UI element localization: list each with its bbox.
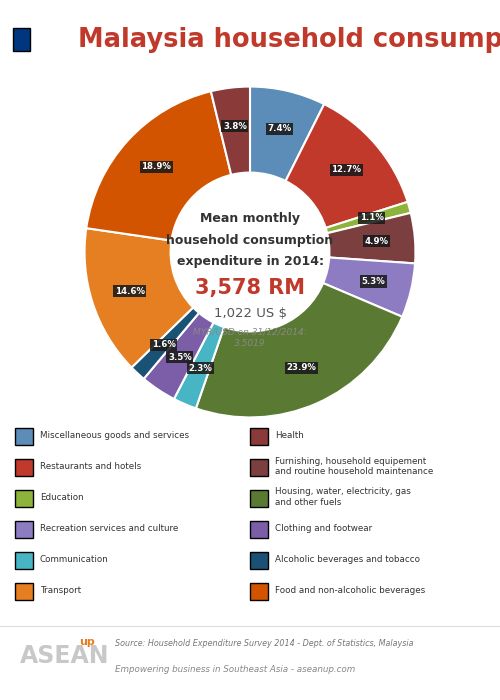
Text: 3.8%: 3.8% [223,122,247,131]
Text: Source: Household Expenditure Survey 2014 - Dept. of Statistics, Malaysia: Source: Household Expenditure Survey 201… [115,639,414,648]
Text: 12.7%: 12.7% [331,165,361,174]
Text: 3.5%: 3.5% [168,353,192,362]
Text: 3,578 RM: 3,578 RM [195,279,305,298]
Text: Restaurants and hotels: Restaurants and hotels [40,462,141,470]
Wedge shape [286,104,408,228]
FancyBboxPatch shape [250,428,268,444]
Text: 2.3%: 2.3% [188,364,212,373]
Bar [12,36,55,40]
Text: 5.3%: 5.3% [361,277,385,286]
FancyBboxPatch shape [250,552,268,568]
Text: expenditure in 2014:: expenditure in 2014: [176,256,324,268]
Text: 1,022 US $: 1,022 US $ [214,307,286,320]
FancyBboxPatch shape [250,521,268,538]
Wedge shape [144,313,214,399]
FancyBboxPatch shape [12,28,30,51]
Text: 18.9%: 18.9% [142,162,172,172]
Text: 14.6%: 14.6% [114,286,144,295]
Text: Empowering business in Southeast Asia - aseanup.com: Empowering business in Southeast Asia - … [115,665,355,674]
Text: 1.1%: 1.1% [360,214,384,223]
Text: Health: Health [275,430,304,440]
Wedge shape [211,87,250,175]
Wedge shape [326,202,411,233]
Text: MYR/USD on 31/12/2014:
3.5019: MYR/USD on 31/12/2014: 3.5019 [193,328,307,349]
Wedge shape [196,283,402,417]
Text: 1.6%: 1.6% [152,340,176,349]
Wedge shape [84,228,193,368]
Wedge shape [327,213,416,263]
Text: 4.9%: 4.9% [364,237,388,246]
Text: Housing, water, electricity, gas
and other fuels: Housing, water, electricity, gas and oth… [275,487,411,507]
Text: Furnishing, household equipement
and routine household maintenance: Furnishing, household equipement and rou… [275,456,433,476]
Text: up: up [79,637,95,647]
FancyBboxPatch shape [15,490,33,507]
Bar [12,30,55,33]
Text: Education: Education [40,493,84,502]
Wedge shape [250,87,324,181]
Text: Clothing and footwear: Clothing and footwear [275,524,372,533]
Wedge shape [174,323,224,408]
FancyBboxPatch shape [15,459,33,475]
Bar [12,43,55,46]
Wedge shape [86,91,231,241]
FancyBboxPatch shape [15,521,33,538]
FancyBboxPatch shape [15,552,33,568]
Text: Food and non-alcoholic beverages: Food and non-alcoholic beverages [275,586,425,594]
Text: Recreation services and culture: Recreation services and culture [40,524,178,533]
FancyBboxPatch shape [250,583,268,599]
Bar [12,69,55,71]
Text: Alcoholic beverages and tobacco: Alcoholic beverages and tobacco [275,554,420,564]
Text: 23.9%: 23.9% [286,363,316,372]
Bar [12,49,55,52]
FancyBboxPatch shape [15,583,33,599]
Bar [12,55,55,59]
FancyBboxPatch shape [250,459,268,475]
Text: Transport: Transport [40,586,81,594]
Text: Malaysia household consumption: Malaysia household consumption [78,27,500,53]
Wedge shape [323,258,415,317]
FancyBboxPatch shape [15,428,33,444]
Bar [12,62,55,65]
Text: 7.4%: 7.4% [267,125,291,133]
Text: household consumption: household consumption [166,234,334,247]
FancyBboxPatch shape [250,490,268,507]
Text: ASEAN: ASEAN [20,644,110,668]
Wedge shape [132,307,199,379]
Text: Miscellaneous goods and services: Miscellaneous goods and services [40,430,189,440]
Text: Mean monthly: Mean monthly [200,212,300,225]
Text: Communication: Communication [40,554,108,564]
